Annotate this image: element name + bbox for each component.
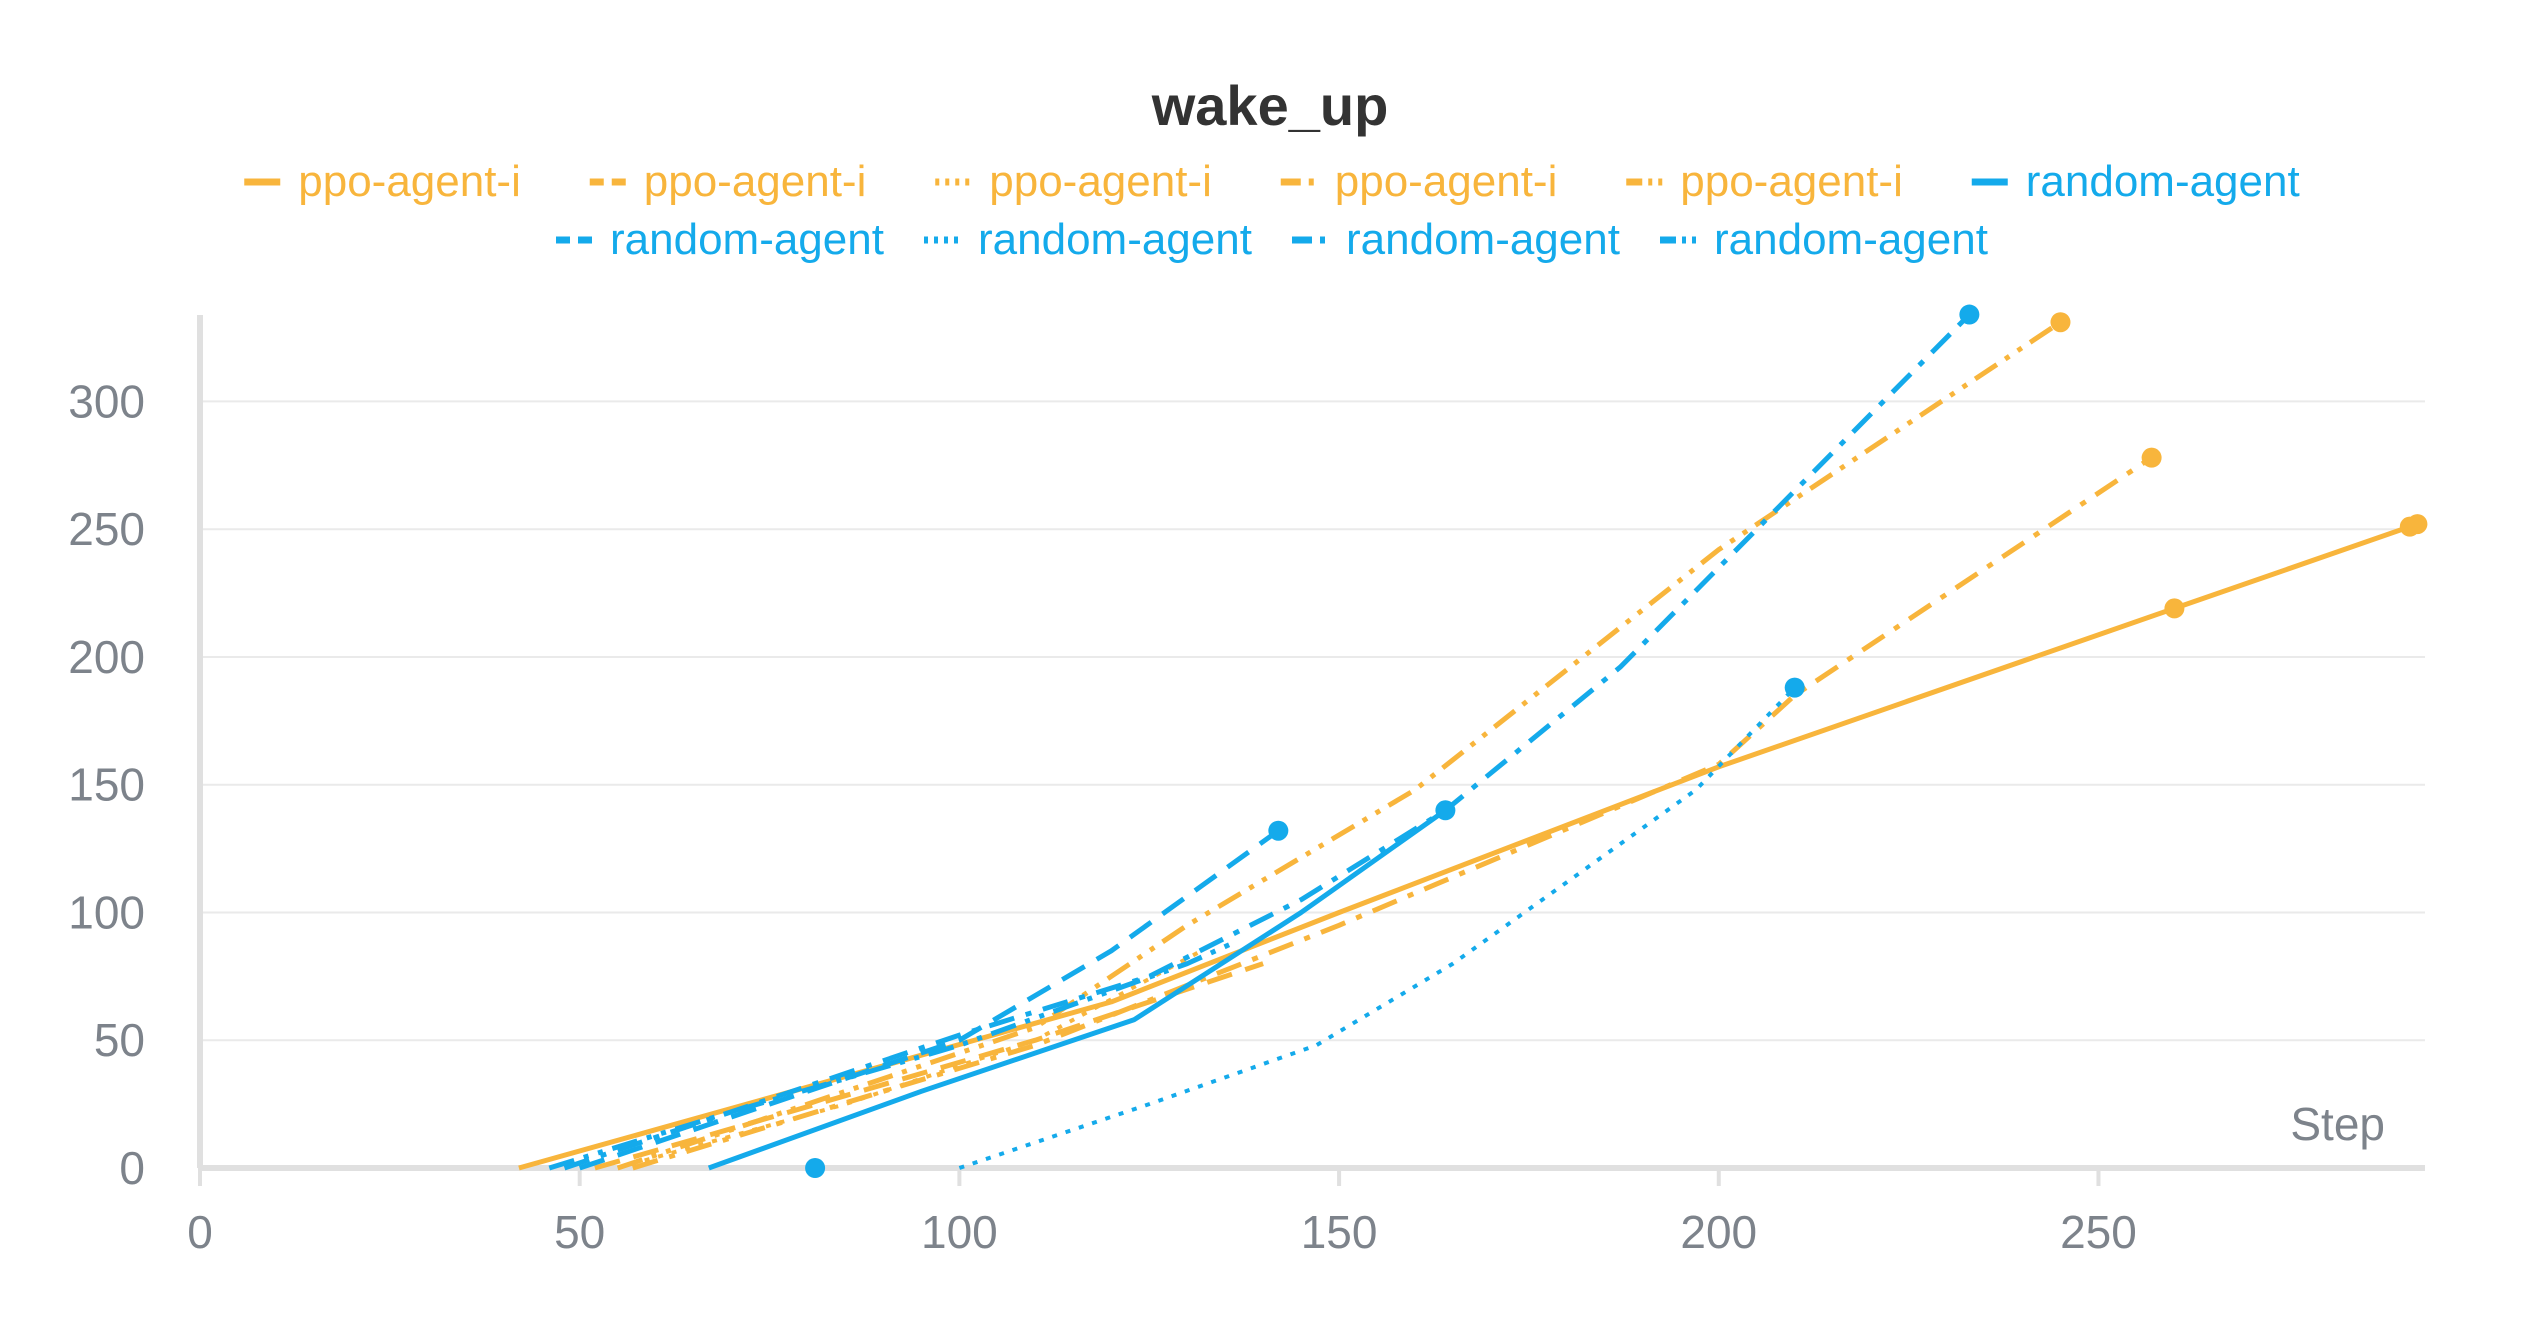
x-tick-label: 0 xyxy=(187,1206,213,1258)
series-point-7 xyxy=(1268,820,1289,841)
y-tick-label: 0 xyxy=(119,1142,145,1194)
legend-label: ppo-agent-i xyxy=(989,157,1212,206)
y-tick-label: 300 xyxy=(68,375,145,427)
series-layer xyxy=(518,312,2419,1171)
series-point-1 xyxy=(2407,514,2428,535)
series-line-4 xyxy=(632,455,2153,1171)
series-line-8 xyxy=(958,686,1797,1170)
legend-label: random-agent xyxy=(610,215,884,264)
legend-label: ppo-agent-i xyxy=(298,157,521,206)
x-tick-label: 200 xyxy=(1680,1206,1757,1258)
legend-label: random-agent xyxy=(978,215,1252,264)
y-tick-label: 200 xyxy=(68,631,145,683)
chart-title: wake_up xyxy=(1151,74,1389,137)
legend-label: ppo-agent-i xyxy=(1680,157,1903,206)
y-tick-label: 100 xyxy=(68,886,145,938)
x-axis-label: Step xyxy=(2290,1098,2385,1150)
x-tick-label: 250 xyxy=(2060,1206,2137,1258)
y-tick-label: 150 xyxy=(68,759,145,811)
series-line-1 xyxy=(518,521,2419,1171)
x-axis-ticks: 0 50 100 150 200 250 xyxy=(187,1168,2137,1258)
series-line-5 xyxy=(616,320,2062,1171)
series-point-1 xyxy=(2164,598,2185,619)
legend-label: random-agent xyxy=(1714,215,1988,264)
y-tick-label: 250 xyxy=(68,503,145,555)
grid-lines xyxy=(200,400,2425,1042)
end-markers xyxy=(805,304,2428,1178)
y-axis-ticks: 0 50 100 150 200 250 300 xyxy=(68,375,145,1194)
x-tick-label: 50 xyxy=(554,1206,605,1258)
x-tick-label: 100 xyxy=(921,1206,998,1258)
legend-label: random-agent xyxy=(1346,215,1620,264)
series-point-5 xyxy=(2050,312,2071,333)
series-point-8 xyxy=(1784,677,1805,698)
series-line-6 xyxy=(707,808,1447,1171)
legend: ppo-agent-i ppo-agent-i ppo-agent-i ppo-age… xyxy=(244,157,2300,264)
legend-label: ppo-agent-i xyxy=(644,157,867,206)
legend-label: ppo-agent-i xyxy=(1335,157,1558,206)
legend-label: random-agent xyxy=(2026,157,2300,206)
x-tick-label: 150 xyxy=(1301,1206,1378,1258)
series-point-8 xyxy=(805,1158,826,1178)
series-point-6 xyxy=(1435,800,1456,821)
series-point-4 xyxy=(2141,447,2162,468)
y-tick-label: 50 xyxy=(94,1014,145,1066)
series-line-7 xyxy=(578,828,1280,1171)
series-line-9 xyxy=(563,312,1972,1171)
series-line-2 xyxy=(594,961,1264,1171)
series-point-9 xyxy=(1959,304,1980,325)
